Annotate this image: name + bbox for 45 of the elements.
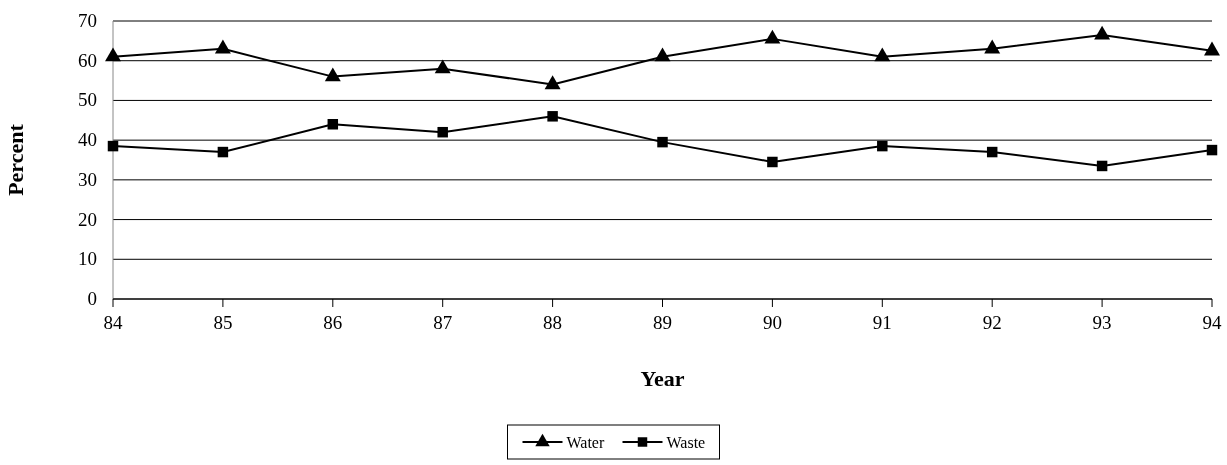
point bbox=[214, 39, 231, 54]
y-tick-label: 60 bbox=[78, 49, 97, 71]
point bbox=[1096, 160, 1108, 172]
x-tick-label: 91 bbox=[872, 312, 892, 333]
y-tick-label: 0 bbox=[87, 288, 97, 309]
point bbox=[217, 146, 229, 158]
point bbox=[877, 140, 888, 152]
point bbox=[654, 47, 671, 62]
point bbox=[544, 75, 561, 90]
point bbox=[764, 29, 781, 44]
point bbox=[767, 156, 778, 168]
y-tick-label: 30 bbox=[78, 168, 97, 190]
x-tick-label: 88 bbox=[543, 312, 563, 333]
x-tick-label: 93 bbox=[1092, 312, 1112, 333]
point bbox=[107, 140, 119, 152]
point bbox=[547, 111, 558, 122]
x-tick-label: 90 bbox=[762, 312, 782, 333]
point bbox=[437, 126, 448, 138]
x-tick-label: 92 bbox=[982, 312, 1002, 333]
point bbox=[327, 119, 339, 130]
legend-label: Waste bbox=[666, 434, 706, 451]
x-tick-label: 89 bbox=[653, 312, 672, 333]
point bbox=[434, 59, 451, 74]
x-tick-label: 86 bbox=[323, 312, 343, 333]
legend-label: Water bbox=[566, 434, 605, 451]
point bbox=[657, 136, 668, 148]
x-tick-label: 94 bbox=[1202, 312, 1222, 333]
y-tick-label: 40 bbox=[78, 129, 97, 151]
x-tick-label: 87 bbox=[433, 312, 453, 333]
y-axis-title: Percent bbox=[3, 123, 28, 196]
point bbox=[986, 146, 998, 158]
y-tick-label: 20 bbox=[78, 208, 97, 230]
y-tick-label: 70 bbox=[78, 10, 97, 31]
point bbox=[1204, 41, 1220, 56]
y-tick-label: 50 bbox=[78, 89, 97, 111]
point bbox=[105, 47, 121, 62]
point bbox=[324, 67, 341, 82]
x-axis-title: Year bbox=[640, 366, 685, 391]
point bbox=[1094, 25, 1111, 40]
x-tick-label: 85 bbox=[213, 312, 233, 333]
point bbox=[984, 39, 1001, 54]
point bbox=[874, 47, 891, 62]
y-tick-label: 10 bbox=[78, 248, 97, 270]
point bbox=[1206, 144, 1218, 156]
x-tick-label: 84 bbox=[103, 312, 123, 333]
